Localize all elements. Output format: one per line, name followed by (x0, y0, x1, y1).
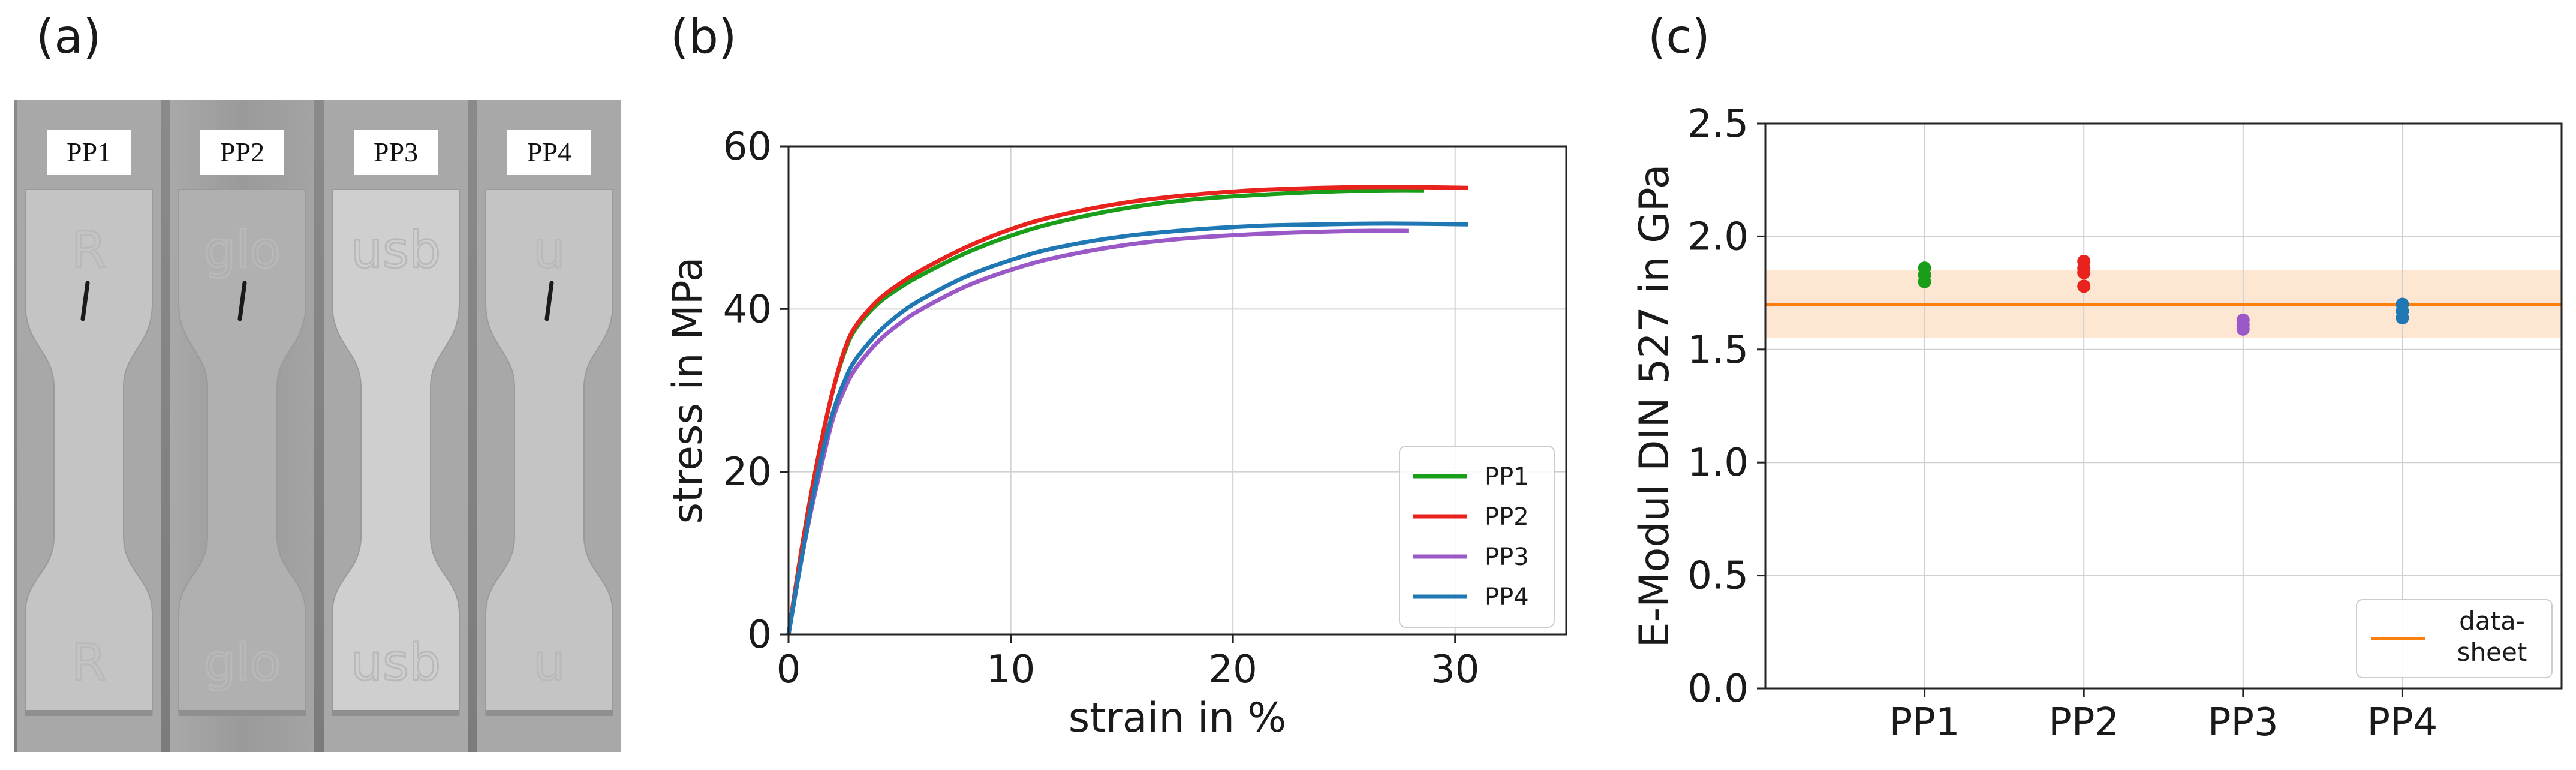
specimen-label: PP4 (527, 137, 571, 167)
specimen-4: PP4 u u (477, 100, 621, 752)
data-point-pp4 (2396, 297, 2409, 311)
x-tick-label: 10 (986, 648, 1035, 692)
y-axis-label-b: stress in MPa (664, 257, 712, 524)
gauge-mark (237, 281, 247, 321)
data-point-pp2 (2077, 279, 2091, 293)
specimen-label: PP1 (67, 137, 111, 167)
tick-labels-b: 0 10 20 30 0 20 40 60 (723, 125, 1480, 692)
x-axis-label-b: strain in % (1069, 694, 1287, 742)
legend-label-pp4: PP4 (1485, 583, 1529, 611)
specimen-photo: PP1 R R PP2 glo glo PP3 usb usb PP4 u u (14, 100, 621, 752)
series-points-c (1918, 254, 2409, 336)
specimen-label-box (200, 130, 284, 175)
y-tick-label: 0.5 (1687, 554, 1749, 598)
y-tick-label: 0 (747, 613, 772, 657)
x-tick-label: PP3 (2208, 700, 2279, 745)
embossed-mark-bottom: usb (351, 633, 441, 692)
x-tick-label: PP4 (2367, 700, 2437, 745)
embossed-mark-top: usb (351, 221, 441, 279)
stress-strain-chart: 0 10 20 30 0 20 40 60 strain in % stress in MPa… (664, 125, 1567, 742)
legend-label-datasheet-line1: data- (2459, 606, 2525, 636)
embossed-mark-bottom: u (533, 633, 565, 692)
y-tick-label: 60 (723, 125, 772, 169)
grip-edge (179, 710, 306, 716)
y-tick-label: 2.0 (1687, 215, 1749, 259)
grip-edge (25, 710, 152, 716)
y-tick-label: 1.0 (1687, 441, 1749, 485)
series-line-pp4 (786, 221, 1468, 635)
specimen-label-box (507, 130, 591, 175)
legend-c: data-sheet (2356, 599, 2553, 678)
specimen-label: PP3 (374, 137, 418, 167)
series-line-pp1 (786, 188, 1424, 635)
series-lines-b (786, 185, 1468, 635)
y-axis-label-c: E-Modul DIN 527 in GPa (1631, 164, 1678, 648)
legend-box-c (2356, 599, 2553, 678)
specimen-label: PP2 (220, 137, 264, 167)
y-tick-label: 2.5 (1687, 102, 1749, 146)
grip-edge (332, 710, 459, 716)
legend-label-datasheet-line2: sheet (2457, 637, 2527, 667)
y-tick-label: 20 (723, 450, 772, 495)
legend-label-pp3: PP3 (1485, 543, 1529, 571)
series-line-pp2 (786, 185, 1468, 635)
x-tick-label: 30 (1431, 648, 1479, 692)
embossed-mark-bottom: R (71, 633, 106, 692)
legend-b: PP1 PP2 PP3 PP4 (1399, 446, 1555, 628)
x-tick-label: 20 (1208, 648, 1257, 692)
specimen-label-box (47, 130, 131, 175)
specimen-2: PP2 glo glo (170, 100, 314, 752)
y-tick-label: 0.0 (1687, 667, 1749, 711)
specimen-1: PP1 R R (17, 100, 161, 752)
modulus-chart: PP1 PP2 PP3 PP4 0.0 0.5 1.0 1.5 2.0 2.5 E-Modul D… (1631, 102, 2563, 745)
gauge-mark (80, 281, 90, 321)
gauge-mark (544, 281, 554, 321)
specimen-label-box (354, 130, 438, 175)
y-tick-label: 40 (723, 287, 772, 332)
x-tick-label: PP1 (1889, 700, 1960, 745)
x-tick-label: 0 (777, 648, 801, 692)
legend-box-b (1399, 446, 1555, 628)
panel-label-b: (b) (670, 10, 736, 64)
specimen-3: PP3 usb usb (324, 100, 468, 752)
data-point-pp1 (1918, 261, 1931, 275)
x-tick-label: PP2 (2048, 700, 2119, 745)
embossed-mark-top: R (71, 221, 106, 279)
grip-edge (486, 710, 613, 716)
data-point-pp2 (2077, 254, 2091, 268)
panel-label-a: (a) (36, 10, 101, 64)
axes-frame-b (787, 145, 1567, 636)
data-point-pp3 (2236, 313, 2250, 327)
tick-labels-c: PP1 PP2 PP3 PP4 0.0 0.5 1.0 1.5 2.0 2.5 (1687, 102, 2437, 745)
embossed-mark-top: u (533, 221, 565, 279)
embossed-mark-bottom: glo (204, 633, 281, 692)
legend-label-pp2: PP2 (1485, 503, 1529, 531)
axes-frame-c (1764, 122, 2563, 690)
y-tick-label: 1.5 (1687, 328, 1749, 372)
legend-label-pp1: PP1 (1485, 463, 1529, 491)
panel-label-c: (c) (1648, 10, 1710, 64)
series-line-pp3 (786, 228, 1409, 635)
embossed-mark-top: glo (204, 221, 281, 279)
